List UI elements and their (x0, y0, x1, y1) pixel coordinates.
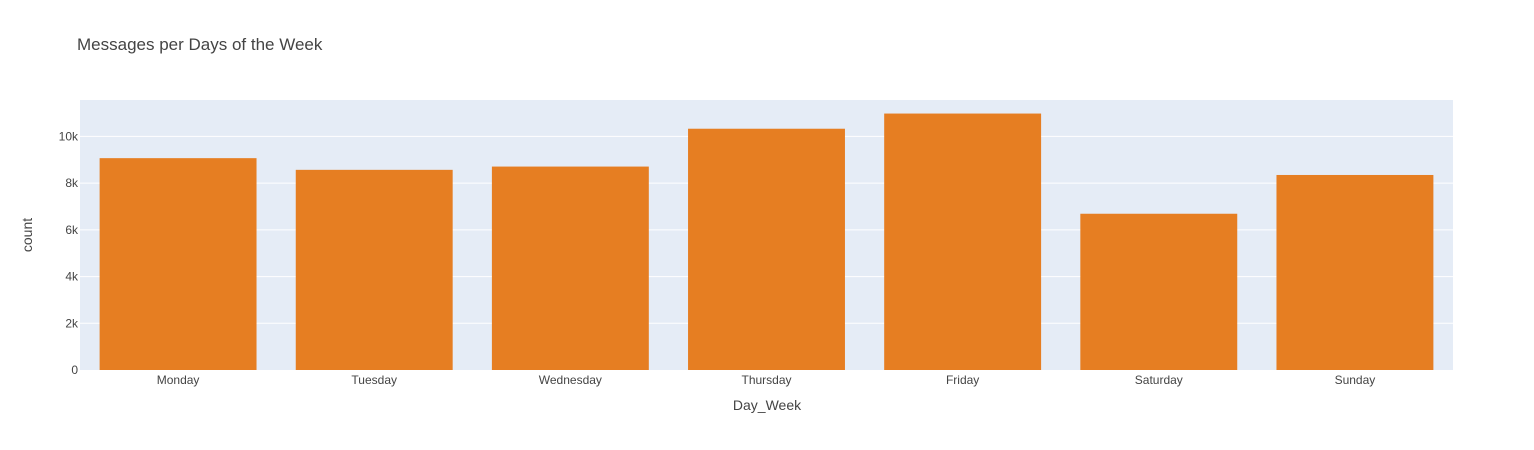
y-tick-label: 6k (65, 223, 79, 237)
x-tick-label: Thursday (741, 373, 791, 387)
y-axis-title: count (19, 218, 35, 252)
chart-title: Messages per Days of the Week (77, 35, 323, 54)
bars (99, 113, 1434, 370)
y-tick-labels: 0 2k 4k 6k 8k 10k (59, 129, 79, 377)
y-tick-label: 8k (65, 176, 79, 190)
y-tick-label: 0 (71, 363, 78, 377)
bar-wednesday[interactable] (491, 166, 649, 370)
y-tick-label: 10k (59, 129, 79, 143)
bar-tuesday[interactable] (295, 169, 453, 370)
bar-monday[interactable] (99, 158, 257, 370)
bar-friday[interactable] (884, 113, 1042, 370)
x-axis-title: Day_Week (733, 397, 802, 413)
bar-sunday[interactable] (1276, 174, 1434, 370)
y-tick-label: 4k (65, 270, 79, 284)
y-tick-label: 2k (65, 316, 79, 330)
bar-thursday[interactable] (688, 128, 845, 370)
x-tick-label: Sunday (1335, 373, 1376, 387)
x-tick-label: Wednesday (539, 373, 602, 387)
bar-saturday[interactable] (1080, 213, 1238, 370)
x-tick-label: Monday (157, 373, 200, 387)
x-tick-label: Saturday (1135, 373, 1183, 387)
x-tick-label: Friday (946, 373, 979, 387)
x-tick-label: Tuesday (351, 373, 397, 387)
x-tick-labels: Monday Tuesday Wednesday Thursday Friday Satu… (157, 373, 1376, 387)
